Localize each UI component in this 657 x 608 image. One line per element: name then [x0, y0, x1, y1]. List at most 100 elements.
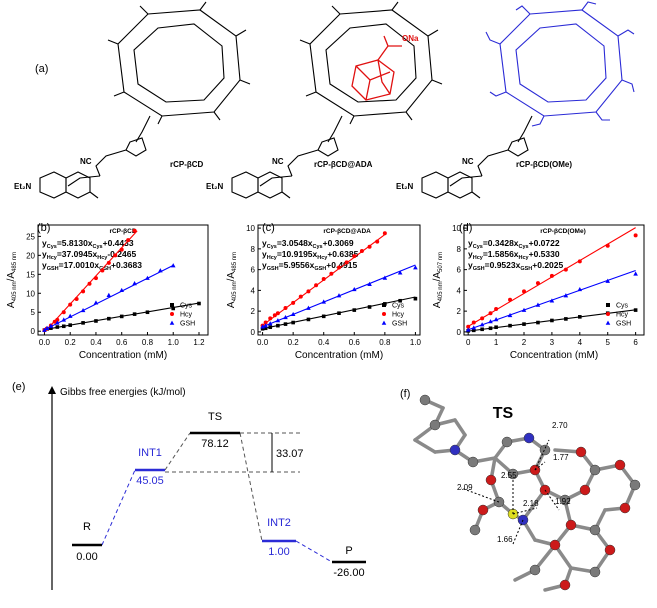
data-point-gsh	[263, 323, 268, 328]
x-tick-label: 1.0	[410, 338, 422, 347]
eq-rest: -0.2465	[107, 249, 136, 259]
state-value: 78.12	[201, 438, 229, 450]
data-point-hcy	[306, 289, 311, 294]
eq-sub: Cys	[47, 244, 57, 250]
eq-sub: GSH	[267, 266, 279, 272]
data-point-cys	[480, 327, 484, 332]
data-point-gsh	[145, 275, 150, 280]
data-point-gsh	[67, 313, 73, 318]
eq-y: y	[262, 238, 267, 248]
y-label-sub1: 405 nm	[232, 281, 238, 301]
state-name: P	[345, 545, 352, 557]
data-point-hcy	[535, 281, 540, 286]
ts-atom	[467, 456, 479, 468]
coumarin-ring-2	[231, 171, 259, 199]
eq-body: =0.3428x	[483, 238, 519, 248]
data-point-gsh	[336, 293, 342, 298]
triazole-ring-1	[125, 137, 147, 157]
data-point-hcy	[337, 265, 341, 270]
data-point-cys	[471, 328, 476, 333]
legend-marker-gsh	[169, 320, 175, 325]
ts-atom	[579, 484, 591, 496]
data-point-hcy	[272, 313, 277, 318]
data-point-cys	[306, 317, 311, 322]
data-point-cys	[367, 305, 372, 309]
eq-sub: Cys	[267, 244, 277, 250]
data-point-gsh	[290, 311, 296, 317]
data-point-cys	[263, 326, 268, 331]
eq-sub2: Cys	[519, 244, 529, 250]
legend-marker-hcy	[382, 312, 386, 316]
plot-frame	[257, 224, 421, 336]
legend-label: Hcy	[616, 312, 629, 319]
adamantane-guest	[351, 35, 402, 101]
chart-title: rCP-βCD@ADA	[323, 228, 371, 235]
y-label-a1: A	[6, 301, 17, 308]
data-point-cys	[276, 323, 280, 328]
eq-sub2: Hcy	[317, 255, 328, 261]
legend-label: GSH	[180, 321, 195, 328]
x-tick-label: 1.0	[168, 338, 180, 347]
ts-atom	[559, 494, 571, 506]
legend-label: Hcy	[392, 312, 405, 319]
panel-label-f: (f)	[400, 388, 411, 400]
eq-sub: Hcy	[473, 255, 484, 261]
legend-marker-cys	[382, 303, 386, 307]
data-point-gsh	[306, 305, 311, 310]
eq-y: y	[42, 260, 47, 270]
data-point-hcy	[480, 316, 485, 321]
y-tick-label: 5	[31, 308, 36, 317]
legend-label: Cys	[392, 303, 405, 310]
data-point-hcy	[488, 311, 493, 316]
y-tick-label: 0	[457, 328, 462, 337]
data-point-gsh	[633, 271, 638, 276]
molecule-rcp-bcd-ome	[485, 1, 635, 127]
ts-atom	[523, 432, 535, 444]
data-point-hcy	[113, 253, 118, 258]
data-point-cys	[321, 314, 326, 319]
legend-marker-hcy	[606, 312, 610, 316]
chart-c: 0.0 0.2 0.4 0.6 0.8 1.0 0 2 4 6 8 10 Concentration (…	[226, 224, 422, 361]
data-point-hcy	[314, 283, 319, 288]
y-tick-label: 8	[457, 245, 462, 254]
y-tick-label: 20	[26, 251, 35, 260]
state-name: R	[83, 521, 91, 533]
data-point-hcy	[471, 320, 476, 325]
x-axis-label: Concentration (mM)	[79, 350, 167, 361]
x-tick-label: 0.8	[142, 338, 154, 347]
plot-frame	[37, 224, 209, 336]
nc-label-1: NC	[80, 157, 92, 166]
ts-distance-label: 1.92	[555, 497, 571, 506]
eq-sub: GSH	[47, 266, 59, 272]
y-tick-label: 0	[251, 328, 256, 337]
eq-rest: +0.3069	[323, 238, 354, 248]
ts-distance-label: 1.77	[553, 453, 569, 462]
data-point-gsh	[132, 281, 137, 286]
nc-label-3: NC	[462, 157, 474, 166]
eq-body: =37.0945x	[57, 249, 98, 259]
x-tick-label: 0.4	[318, 338, 330, 347]
y-tick-label: 0	[31, 327, 36, 336]
y-tick-label: 4	[457, 286, 462, 295]
eq-sub2: GSH	[520, 266, 532, 272]
data-point-hcy	[633, 233, 638, 238]
eq-sub: GSH	[473, 266, 485, 272]
x-tick-label: 0.2	[288, 338, 300, 347]
data-point-hcy	[549, 273, 554, 278]
data-point-cys	[494, 325, 498, 330]
fit-equation: yCys=3.0548xCys+0.3069	[262, 238, 354, 250]
energy-connector	[295, 540, 333, 563]
y-label-sub1: 405 nm	[12, 281, 18, 301]
data-point-hcy	[605, 243, 610, 248]
data-point-cys	[49, 326, 53, 330]
data-point-hcy	[106, 260, 111, 265]
data-point-cys	[171, 306, 176, 311]
data-point-cys	[291, 320, 295, 325]
data-point-gsh	[170, 263, 176, 268]
data-point-cys	[522, 322, 526, 326]
data-point-gsh	[493, 317, 499, 322]
ts-atom	[501, 436, 513, 448]
ts-distance-label: 2.09	[457, 483, 473, 492]
triazole-ring-3	[507, 137, 529, 157]
state-name: INT1	[138, 447, 162, 459]
